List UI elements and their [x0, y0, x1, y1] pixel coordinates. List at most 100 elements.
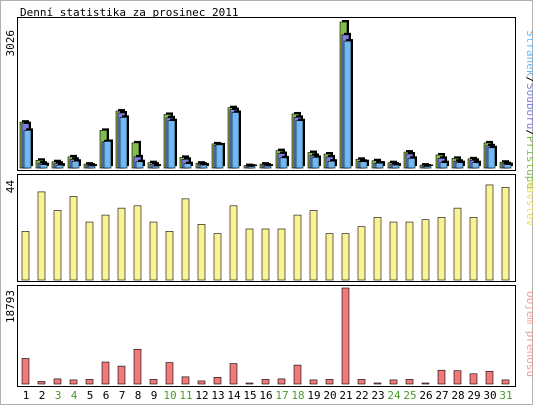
bar-pages-day-25 [407, 158, 416, 169]
day-label-18: 18 [291, 389, 304, 402]
bar-traffic-day-5 [85, 379, 94, 385]
bar-visits-day-21 [341, 233, 350, 281]
day-label-3: 3 [55, 389, 62, 402]
bar-pages-day-29 [471, 162, 480, 169]
bar-traffic-day-18 [293, 364, 302, 385]
bar-shadow-pages-day-31 [506, 162, 513, 166]
bar-traffic-day-13 [213, 377, 222, 385]
day-label-19: 19 [307, 389, 320, 402]
panel-hits: 3026 Stránek/Souborů/Přístupů [4, 17, 533, 189]
day-label-23: 23 [371, 389, 384, 402]
day-label-5: 5 [87, 389, 94, 402]
bar-traffic-day-11 [181, 376, 190, 385]
day-label-24: 24 [387, 389, 401, 402]
panel-traffic-ymax: 18793 [4, 290, 17, 323]
bar-visits-day-19 [309, 210, 318, 281]
bar-visits-day-8 [133, 205, 142, 281]
day-label-30: 30 [483, 389, 496, 402]
panel-visits-ymax: 44 [4, 180, 17, 194]
bar-shadow-pages-day-26 [426, 164, 433, 166]
bar-pages-day-19 [311, 157, 320, 169]
day-label-28: 28 [451, 389, 464, 402]
bar-pages-day-31 [503, 164, 512, 169]
bar-traffic-day-17 [277, 378, 286, 385]
day-label-1: 1 [23, 389, 30, 402]
bar-pages-day-18 [295, 120, 304, 169]
bar-visits-day-7 [117, 207, 126, 281]
bar-visits-day-18 [293, 214, 302, 281]
bar-visits-day-20 [325, 233, 334, 281]
bar-shadow-pages-day-16 [266, 164, 273, 166]
day-label-9: 9 [151, 389, 158, 402]
bar-pages-day-15 [247, 166, 256, 169]
bar-visits-day-22 [357, 226, 366, 281]
day-label-16: 16 [259, 389, 272, 402]
panel-hits-frame [17, 17, 516, 171]
bar-pages-day-30 [487, 147, 496, 169]
bar-traffic-day-21 [341, 287, 350, 385]
bar-visits-day-1 [21, 231, 30, 281]
day-label-10: 10 [163, 389, 176, 402]
bar-pages-day-27 [439, 162, 448, 169]
day-label-4: 4 [71, 389, 78, 402]
bar-pages-day-3 [55, 164, 64, 169]
bar-pages-day-11 [183, 163, 192, 169]
bar-traffic-day-14 [229, 363, 238, 385]
legend-item-1: Stránek [524, 30, 533, 77]
panel-hits-ymax: 3026 [4, 30, 17, 57]
bar-visits-day-15 [245, 228, 254, 281]
bar-traffic-day-6 [101, 361, 110, 385]
day-label-26: 26 [419, 389, 432, 402]
bar-shadow-pages-day-15 [250, 164, 257, 166]
bar-traffic-day-24 [389, 379, 398, 385]
bar-pages-day-28 [455, 162, 464, 169]
bar-pages-day-10 [167, 120, 176, 169]
bar-pages-day-14 [231, 112, 240, 169]
bar-visits-day-27 [437, 217, 446, 281]
chart-title: Denní statistika za prosinec 2011 [20, 6, 239, 19]
day-axis-labels: 1 2 3 4 5 6 7 8 9 10 11 12 13 14 15 16 17 18 19 20 21 22 23 24 2… [23, 389, 513, 402]
bar-traffic-day-26 [421, 382, 430, 385]
bar-visits-day-26 [421, 219, 430, 281]
bar-shadow-pages-day-12 [202, 163, 209, 166]
bar-pages-day-21 [343, 40, 352, 169]
bar-visits-day-13 [213, 233, 222, 281]
bar-traffic-day-7 [117, 365, 126, 385]
day-label-12: 12 [195, 389, 208, 402]
bar-shadow-pages-day-2 [42, 162, 49, 166]
bar-pages-day-23 [375, 162, 384, 169]
day-label-20: 20 [323, 389, 336, 402]
day-label-21: 21 [339, 389, 352, 402]
bar-shadow-pages-day-3 [58, 163, 65, 166]
bar-visits-day-9 [149, 221, 158, 281]
panel-visits-legend: Návštěv [524, 180, 533, 227]
panel-visits: 44 Návštěv [4, 174, 533, 282]
panel-traffic-legend: Objem přenosu [524, 291, 533, 377]
day-label-8: 8 [135, 389, 142, 402]
bar-visits-day-31 [501, 186, 510, 281]
bar-traffic-day-15 [245, 382, 254, 385]
day-label-6: 6 [103, 389, 110, 402]
bar-traffic-day-22 [357, 379, 366, 385]
panel-traffic-frame [17, 285, 516, 387]
bar-pages-day-8 [135, 161, 144, 169]
day-label-25: 25 [403, 389, 416, 402]
bar-shadow-pages-day-5 [90, 164, 97, 166]
bar-traffic-day-12 [197, 380, 206, 385]
bar-traffic-day-3 [53, 378, 62, 385]
bar-visits-day-2 [37, 191, 46, 281]
bar-visits-day-25 [405, 221, 414, 281]
legend-separator: / [524, 76, 533, 83]
bar-traffic-day-28 [453, 370, 462, 385]
day-label-14: 14 [227, 389, 241, 402]
day-label-2: 2 [39, 389, 46, 402]
bar-traffic-day-27 [437, 369, 446, 385]
day-label-15: 15 [243, 389, 256, 402]
bar-traffic-day-1 [21, 358, 30, 385]
bar-visits-day-29 [469, 217, 478, 281]
panel-hits-bars [19, 20, 513, 169]
legend-separator: / [524, 129, 533, 136]
bar-pages-day-22 [359, 161, 368, 169]
